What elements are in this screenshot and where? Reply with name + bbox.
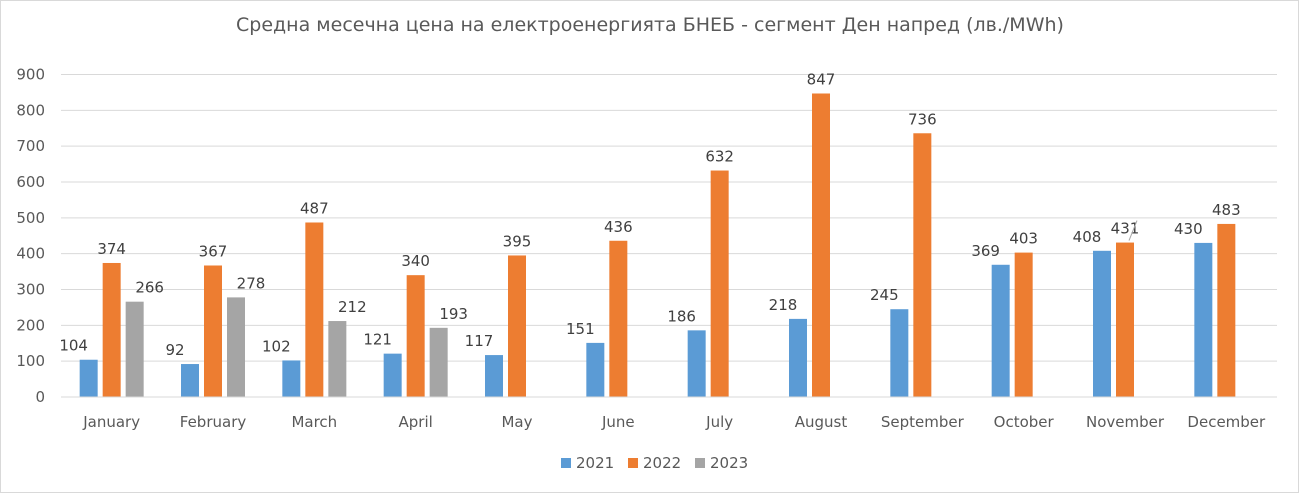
legend-swatch-2023 [695,458,705,468]
data-label-2021-july: 186 [667,307,696,325]
data-label-2021-june: 151 [566,320,595,338]
data-label-2021-december: 430 [1174,220,1203,238]
x-tick-label: August [795,413,848,431]
data-label-2023-march: 212 [338,298,367,316]
bar-2022-march [305,222,324,397]
y-tick-label: 0 [35,388,45,406]
y-tick-label: 600 [16,173,45,191]
bar-2021-august [789,318,807,397]
data-label-2021-january: 104 [59,337,88,355]
data-label-2022-june: 436 [604,218,633,236]
x-tick-label: June [601,413,635,431]
legend-label-2023: 2023 [710,454,748,472]
data-label-2022-january: 374 [97,240,126,258]
bars [79,93,1236,397]
data-label-2022-july: 632 [705,148,734,166]
data-label-2021-may: 117 [465,332,494,350]
x-tick-label: October [994,413,1055,431]
data-label-2022-august: 847 [807,70,836,88]
data-label-2023-april: 193 [439,305,468,323]
x-tick-label: September [881,413,965,431]
leader-line [1128,220,1138,241]
bar-2021-december [1194,242,1213,397]
data-label-2022-march: 487 [300,199,329,217]
y-tick-label: 300 [16,281,45,299]
legend: 2021 2022 2023 [561,454,748,472]
bar-2021-june [586,342,605,397]
bar-2023-february [227,297,245,397]
y-tick-label: 200 [16,316,45,334]
bar-2021-september [890,309,909,397]
bar-2022-november [1116,242,1134,397]
bar-2021-april [383,353,402,397]
y-tick-label: 500 [16,209,45,227]
bar-2021-october [991,264,1010,397]
data-label-2021-february: 92 [165,341,184,359]
x-tick-label: November [1086,413,1165,431]
y-tick-label: 700 [16,137,45,155]
bar-2022-may [508,255,526,397]
data-label-2021-march: 102 [262,337,291,355]
bar-2022-august [812,93,830,397]
legend-swatch-2022 [628,458,638,468]
x-tick-label: April [399,413,433,431]
bar-2022-april [406,275,425,397]
data-label-2022-april: 340 [401,252,430,270]
y-axis: 0 100 200 300 400 500 600 700 800 900 [16,66,45,407]
bar-2022-december [1217,223,1236,397]
data-label-2021-november: 408 [1073,228,1102,246]
legend-swatch-2021 [561,458,571,468]
x-tick-label: March [291,413,337,431]
x-tick-label: January [82,413,140,431]
data-label-2021-october: 369 [971,242,1000,260]
legend-label-2022: 2022 [643,454,681,472]
data-label-2023-january: 266 [135,279,164,297]
bar-2021-february [181,364,199,397]
bar-2023-april [429,327,448,397]
data-label-2021-september: 245 [870,286,899,304]
x-axis: January February March April May June July Augu… [61,396,1277,431]
data-label-2022-december: 483 [1212,201,1241,219]
gridlines [61,74,1277,398]
y-tick-label: 100 [16,352,45,370]
x-tick-label: May [501,413,532,431]
legend-label-2021: 2021 [576,454,614,472]
y-tick-label: 800 [16,101,45,119]
chart-title: Средна месечна цена на електроенергията … [236,14,1064,36]
data-label-2022-september: 736 [908,110,937,128]
data-label-2022-may: 395 [503,232,532,250]
bar-2022-february [204,265,222,397]
data-labels: 104 374 266 92 367 278 102 487 212 121 340 193 117 39… [59,70,1240,359]
bar-2022-january [102,262,121,397]
data-label-2021-april: 121 [363,331,392,349]
bar-2022-october [1014,252,1033,397]
data-label-2022-february: 367 [199,242,228,260]
x-tick-label: December [1187,413,1266,431]
y-tick-label: 900 [16,66,45,84]
bar-2021-january [79,359,98,397]
bar-2022-june [609,240,628,397]
y-tick-label: 400 [16,245,45,263]
bar-2021-march [282,360,301,397]
data-label-2023-february: 278 [237,274,266,292]
bar-2021-november [1093,250,1111,397]
bar-2021-may [485,355,503,397]
bar-2023-january [125,301,144,397]
bar-2022-july [710,170,729,397]
bar-2022-september [913,133,932,397]
data-label-2022-november: 431 [1111,220,1140,238]
data-label-2021-august: 218 [769,296,798,314]
data-label-2022-october: 403 [1009,230,1038,248]
bar-2021-july [687,330,706,397]
x-tick-label: February [180,413,247,431]
bar-2023-march [328,321,347,397]
x-tick-label: July [705,413,733,431]
